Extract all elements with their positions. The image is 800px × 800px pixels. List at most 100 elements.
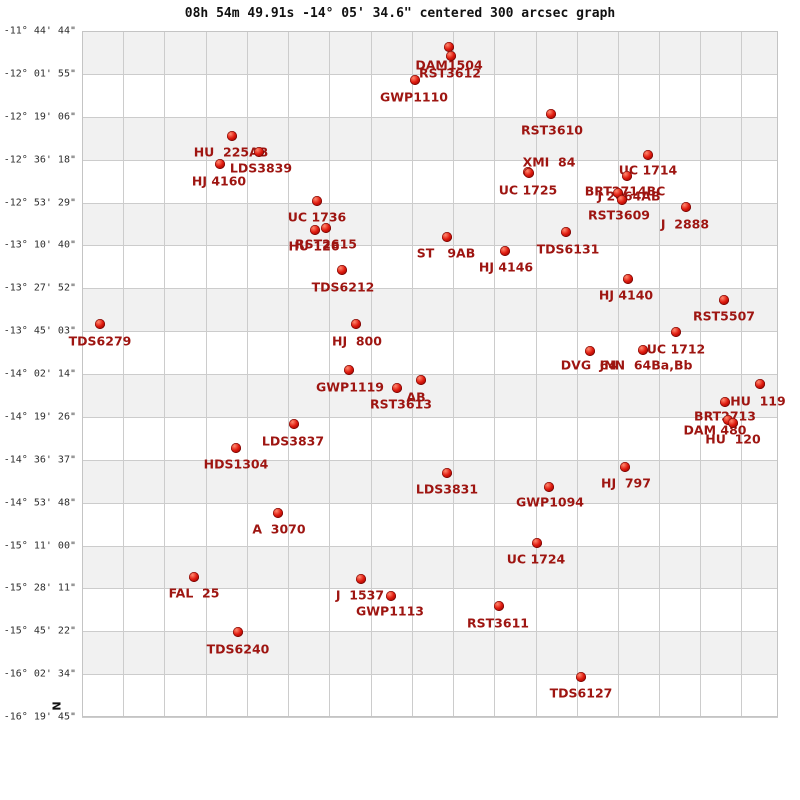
v-gridline [741, 31, 742, 717]
chart-title: 08h 54m 49.91s -14° 05' 34.6" centered 3… [184, 6, 616, 21]
v-gridline [329, 31, 330, 717]
star-dot [532, 538, 542, 548]
star-label: TDS6212 [311, 279, 375, 295]
star-label: HU 119 [730, 393, 786, 409]
v-gridline [412, 31, 413, 717]
h-gridline [82, 674, 778, 675]
star-dot [623, 274, 633, 284]
star-label: RST3613 [370, 396, 432, 412]
y-axis-tick-label: -15° 45' 22" [3, 625, 76, 637]
h-gridline [82, 331, 778, 332]
v-gridline [123, 31, 124, 717]
row-band [82, 117, 778, 160]
star-dot [720, 397, 730, 407]
h-gridline [82, 417, 778, 418]
v-gridline [206, 31, 207, 717]
y-axis-tick-label: -12° 53' 29" [3, 197, 76, 209]
star-dot [755, 379, 765, 389]
star-dot [273, 508, 283, 518]
star-dot [289, 419, 299, 429]
y-axis-tick-label: -14° 36' 37" [3, 454, 76, 466]
h-gridline [82, 160, 778, 161]
h-gridline [82, 631, 778, 632]
star-label: J 1537 [335, 587, 385, 603]
v-gridline [371, 31, 372, 717]
v-gridline [700, 31, 701, 717]
y-axis-tick-label: -16° 02' 34" [3, 668, 76, 680]
star-dot [620, 462, 630, 472]
y-axis-tick-label: -12° 36' 18" [3, 154, 76, 166]
star-dot [617, 195, 627, 205]
star-dot [561, 227, 571, 237]
star-label: BRT2714BC [584, 183, 666, 199]
v-gridline [618, 31, 619, 717]
star-dot [494, 601, 504, 611]
v-gridline [536, 31, 537, 717]
row-band [82, 203, 778, 245]
h-gridline [82, 288, 778, 289]
star-dot [227, 131, 237, 141]
row-band [82, 460, 778, 503]
star-label: HJ 800 [332, 333, 382, 349]
star-dot [416, 375, 426, 385]
v-gridline [288, 31, 289, 717]
star-label: TDS6240 [206, 641, 270, 657]
star-dot [189, 572, 199, 582]
y-axis-tick-label: -11° 44' 44" [3, 25, 76, 37]
star-dot [442, 232, 452, 242]
star-dot [321, 223, 331, 233]
star-dot [585, 346, 595, 356]
star-label: TDS6131 [536, 241, 600, 257]
y-axis-tick-label: -12° 01' 55" [3, 68, 76, 80]
star-dot [576, 672, 586, 682]
star-dot [544, 482, 554, 492]
star-label: RST2615 [295, 236, 357, 252]
star-dot [622, 171, 632, 181]
star-label: RST3609 [588, 207, 650, 223]
y-axis-tick-label: -15° 28' 11" [3, 582, 76, 594]
star-label: FAL 25 [168, 585, 220, 601]
star-label: DAM 480 [683, 422, 747, 438]
star-label: ST 9AB [416, 245, 476, 261]
star-dot [233, 627, 243, 637]
star-label: GWP1113 [356, 603, 424, 619]
star-dot [671, 327, 681, 337]
y-axis-tick-label: -16° 19' 45" [3, 711, 76, 723]
v-gridline [164, 31, 165, 717]
v-gridline [494, 31, 495, 717]
row-band [82, 288, 778, 331]
star-dot [215, 159, 225, 169]
star-label: UC 1725 [498, 182, 558, 198]
v-gridline [247, 31, 248, 717]
star-dot [442, 468, 452, 478]
star-dot [351, 319, 361, 329]
star-label: A 3070 [252, 521, 306, 537]
y-axis-tick-label: -12° 19' 06" [3, 111, 76, 123]
star-dot [546, 109, 556, 119]
star-dot [310, 225, 320, 235]
star-dot [356, 574, 366, 584]
h-gridline [82, 588, 778, 589]
star-label: HU 126 [288, 238, 340, 254]
star-label: LDS3837 [261, 433, 325, 449]
h-gridline [82, 503, 778, 504]
star-label: UC 1712 [646, 341, 706, 357]
star-label: J 2064AB [597, 188, 661, 204]
star-label: UC 1724 [506, 551, 566, 567]
star-dot [392, 383, 402, 393]
h-gridline [82, 203, 778, 204]
h-gridline [82, 374, 778, 375]
star-dot [312, 196, 322, 206]
star-label: J 2888 [660, 216, 710, 232]
star-label: TDS6127 [549, 685, 613, 701]
h-gridline [82, 245, 778, 246]
y-axis-tick-label: -15° 11' 00" [3, 540, 76, 552]
y-axis-tick-label: -14° 53' 48" [3, 497, 76, 509]
plot-border [82, 31, 778, 717]
y-axis-tick-label: -14° 02' 14" [3, 368, 76, 380]
row-band [82, 31, 778, 74]
y-axis-tick-label: -13° 27' 52" [3, 282, 76, 294]
star-label: RST3612 [419, 65, 481, 81]
star-dot [643, 150, 653, 160]
star-dot [254, 147, 264, 157]
